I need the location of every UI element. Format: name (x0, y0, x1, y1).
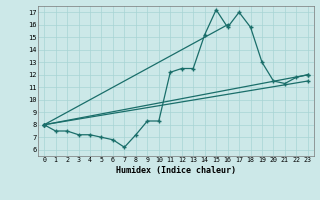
X-axis label: Humidex (Indice chaleur): Humidex (Indice chaleur) (116, 166, 236, 175)
